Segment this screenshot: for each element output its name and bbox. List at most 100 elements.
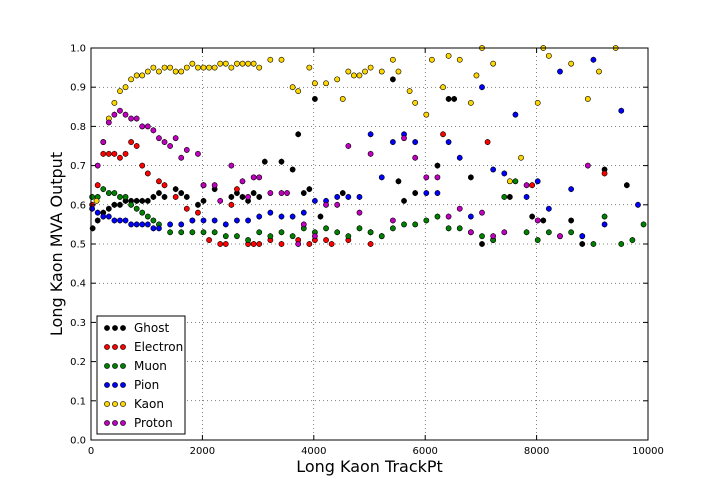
y-tick-label: 0.9 — [70, 83, 86, 94]
data-point — [467, 213, 474, 220]
data-point — [133, 143, 140, 149]
data-point — [200, 217, 207, 224]
data-point — [245, 217, 251, 224]
y-axis-title: Long Kaon MVA Output — [47, 152, 66, 336]
data-point — [189, 60, 196, 67]
data-point — [133, 205, 140, 212]
data-point — [445, 213, 452, 220]
data-point — [183, 147, 190, 153]
y-tick-label: 0.2 — [70, 357, 86, 368]
data-point — [445, 225, 452, 232]
data-point — [300, 221, 307, 228]
data-point — [523, 229, 530, 236]
data-point — [278, 241, 285, 247]
data-point — [300, 209, 307, 216]
data-point — [144, 213, 151, 220]
data-point — [467, 99, 474, 106]
data-point — [133, 197, 140, 204]
data-point — [401, 197, 407, 204]
data-point — [534, 217, 541, 224]
data-point — [234, 186, 240, 193]
data-point — [111, 201, 118, 208]
data-point — [211, 229, 218, 236]
data-point — [267, 233, 274, 240]
data-point — [133, 221, 140, 228]
data-point — [579, 241, 586, 247]
data-point — [389, 56, 396, 63]
data-point — [312, 96, 318, 102]
legend-marker — [112, 325, 118, 331]
data-point — [479, 233, 485, 240]
data-point — [195, 209, 201, 216]
data-point — [434, 162, 441, 169]
data-point — [284, 190, 290, 196]
data-point — [144, 170, 151, 177]
legend-marker — [104, 420, 110, 426]
legend-label: Kaon — [134, 397, 164, 411]
data-point — [89, 194, 96, 200]
data-point — [445, 139, 452, 145]
series-proton — [94, 107, 591, 247]
data-point — [105, 190, 112, 196]
data-point — [445, 96, 452, 102]
data-point — [295, 241, 302, 247]
y-tick-label: 0.1 — [70, 396, 86, 407]
data-point — [317, 213, 324, 220]
data-point — [178, 154, 185, 161]
x-tick-label: 6000 — [412, 446, 437, 457]
data-point — [93, 197, 100, 204]
data-point — [557, 233, 563, 240]
data-point — [601, 170, 608, 177]
data-point — [189, 217, 196, 224]
data-point — [529, 213, 536, 220]
axis-ticks: 0 2000 4000 6000 8000 10000 0.0 0.1 0.2 0.3 0.4 0.5… — [70, 44, 664, 458]
data-point — [245, 194, 251, 200]
y-tick-label: 0.3 — [70, 318, 86, 329]
data-point — [467, 174, 474, 181]
data-point — [261, 158, 268, 165]
data-point — [200, 64, 207, 71]
legend-label: Ghost — [134, 321, 169, 335]
data-point — [406, 88, 413, 95]
legend: Ghost Electron Muon Pion Kaon Proton — [96, 315, 186, 435]
data-point — [618, 241, 625, 247]
data-point — [200, 197, 207, 204]
data-point — [161, 139, 168, 145]
data-point — [412, 154, 419, 161]
legend-marker — [120, 420, 126, 426]
data-point — [105, 150, 112, 157]
data-point — [635, 201, 641, 208]
data-point — [183, 64, 190, 71]
data-point — [473, 72, 480, 79]
data-point — [490, 233, 497, 240]
x-tick-label: 0 — [88, 446, 94, 457]
legend-marker — [120, 325, 126, 331]
data-point — [490, 166, 497, 173]
data-point — [111, 150, 118, 157]
data-point — [334, 76, 341, 83]
data-point — [440, 84, 446, 91]
data-point — [256, 194, 263, 200]
data-point — [423, 190, 430, 196]
data-point — [211, 64, 218, 71]
data-point — [94, 209, 101, 216]
data-point — [479, 209, 485, 216]
data-point — [323, 80, 329, 87]
data-point — [222, 233, 229, 240]
data-point — [434, 174, 441, 181]
data-point — [178, 229, 185, 236]
data-point — [161, 64, 168, 71]
data-point — [540, 217, 547, 224]
data-point — [367, 241, 374, 247]
data-point — [139, 72, 146, 79]
data-point — [501, 170, 508, 177]
legend-marker — [104, 325, 110, 331]
data-point — [345, 143, 352, 149]
legend-box — [96, 315, 186, 435]
data-point — [122, 217, 129, 224]
data-point — [245, 237, 251, 243]
data-point — [501, 229, 508, 236]
data-point — [590, 56, 597, 63]
legend-entry-pion: Pion — [104, 378, 159, 392]
data-point — [228, 201, 235, 208]
